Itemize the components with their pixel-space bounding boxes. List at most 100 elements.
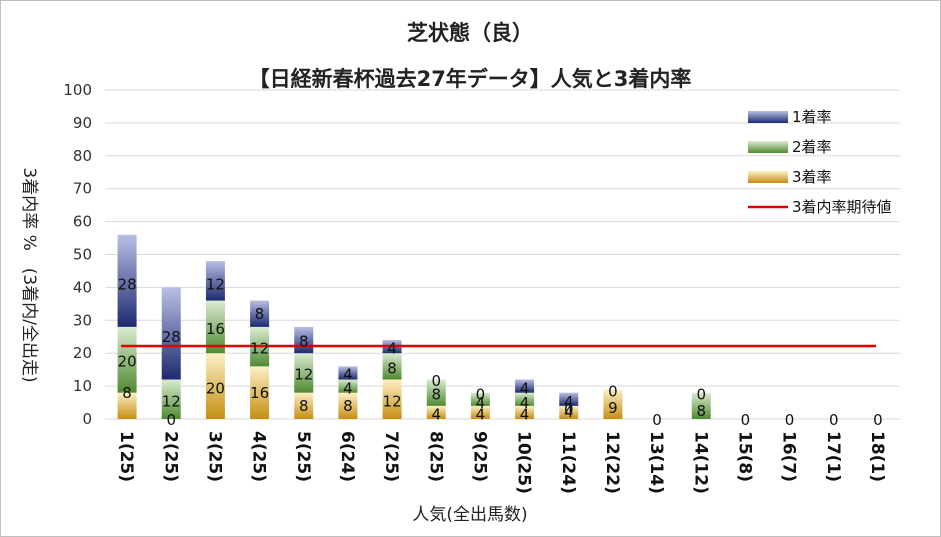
y-tick-label: 20 [73, 344, 92, 362]
data-label: 16 [250, 384, 269, 402]
data-label: 20 [206, 379, 225, 397]
bar-segment [117, 326, 137, 393]
bar-segment [205, 300, 225, 354]
data-label: 0 [431, 372, 441, 390]
bar-segment [382, 379, 402, 419]
data-label: 8 [696, 402, 706, 420]
bar-segment [515, 379, 535, 393]
data-label: 0 [741, 411, 751, 429]
category-label: 15(8) [734, 431, 754, 482]
bars [117, 234, 711, 419]
gridlines [105, 89, 900, 420]
data-label: 12 [383, 393, 402, 411]
data-label: 12 [294, 366, 313, 384]
x-axis-title: 人気(全出馬数) [412, 505, 527, 525]
bar-segment [426, 405, 446, 419]
y-tick-labels: 0 10 20 30 40 50 60 70 80 90 100 [63, 81, 92, 428]
data-label: 0 [785, 411, 795, 429]
bar-segment [603, 389, 623, 419]
chart-subtitle: 【日経新春杯過去27年データ】人気と3着内率 [249, 67, 692, 91]
legend-label: 1着率 [792, 108, 832, 126]
data-label: 4 [520, 379, 530, 397]
bar-segment [294, 392, 314, 419]
category-label: 10(25) [514, 431, 534, 494]
data-labels: 8202801228201612161288128844128448044044… [118, 275, 883, 429]
data-label: 4 [343, 366, 353, 384]
data-label: 8 [122, 384, 132, 402]
y-tick-label: 60 [73, 213, 92, 231]
data-label: 0 [652, 411, 662, 429]
data-label: 0 [829, 411, 839, 429]
bar-segment [691, 392, 711, 419]
y-tick-label: 50 [73, 246, 92, 264]
data-label: 4 [476, 406, 486, 424]
bar-segment [382, 353, 402, 380]
data-label: 0 [608, 383, 618, 401]
bar-segment [470, 392, 490, 406]
legend-swatch [748, 141, 788, 153]
data-label: 8 [387, 360, 397, 378]
bar-segment [426, 379, 446, 406]
y-tick-label: 10 [73, 377, 92, 395]
bar-segment [117, 234, 137, 327]
bar-segment [117, 392, 137, 419]
bar-segment [205, 353, 225, 419]
category-label: 11(24) [558, 431, 578, 494]
y-tick-label: 100 [63, 81, 92, 99]
y-tick-label: 70 [73, 180, 92, 198]
category-label: 5(25) [293, 431, 313, 482]
bar-segment [338, 392, 358, 419]
bar-segment [338, 366, 358, 380]
bar-segment [250, 366, 270, 419]
data-label: 8 [431, 385, 441, 403]
category-label: 9(25) [469, 431, 489, 482]
bar-segment [161, 287, 181, 380]
bar-segment [515, 392, 535, 406]
data-label: 0 [166, 411, 176, 429]
legend-label: 2着率 [792, 138, 832, 156]
category-label: 17(1) [823, 431, 843, 482]
data-label: 4 [343, 379, 353, 397]
legend: 1着率 2着率 3着率 3着内率期待値 [748, 108, 892, 216]
data-label: 12 [162, 393, 181, 411]
data-label: 4 [387, 339, 397, 357]
category-label: 18(1) [867, 431, 887, 482]
legend-label: 3着率 [792, 168, 832, 186]
y-tick-label: 80 [73, 147, 92, 165]
data-label: 12 [250, 339, 269, 357]
bar-segment [470, 405, 490, 419]
y-tick-label: 30 [73, 311, 92, 329]
bar-segment [294, 353, 314, 393]
category-label: 4(25) [249, 431, 269, 482]
bar-segment [161, 379, 181, 419]
category-labels: 1(25) 2(25) 3(25) 4(25) 5(25) 6(24) 7(25) 8(25)… [116, 431, 887, 494]
bar-segment [559, 405, 579, 419]
data-label: 28 [118, 275, 137, 293]
data-label: 8 [299, 333, 309, 351]
category-label: 7(25) [381, 431, 401, 482]
data-label: 4 [476, 394, 486, 412]
data-label: 12 [206, 275, 225, 293]
data-label: 20 [118, 352, 137, 370]
data-label: 16 [206, 320, 225, 338]
y-tick-label: 90 [73, 114, 92, 132]
data-label: 4 [564, 393, 574, 411]
data-label: 8 [343, 397, 353, 415]
y-tick-label: 0 [82, 410, 92, 428]
bar-segment [515, 405, 535, 419]
y-axis-title: 3着内率 % (3着内/全出走) [19, 167, 39, 382]
data-label: 8 [299, 397, 309, 415]
legend-swatch [748, 171, 788, 183]
category-label: 14(12) [690, 431, 710, 494]
data-label: 0 [696, 385, 706, 403]
category-label: 16(7) [779, 431, 799, 482]
bar-segment [559, 392, 579, 406]
data-label: 4 [431, 406, 441, 424]
chart-title: 芝状態（良） [407, 21, 533, 45]
category-label: 8(25) [425, 431, 445, 482]
category-label: 3(25) [204, 431, 224, 482]
bar-segment [205, 261, 225, 301]
data-label: 0 [564, 400, 574, 418]
data-label: 9 [608, 399, 618, 417]
